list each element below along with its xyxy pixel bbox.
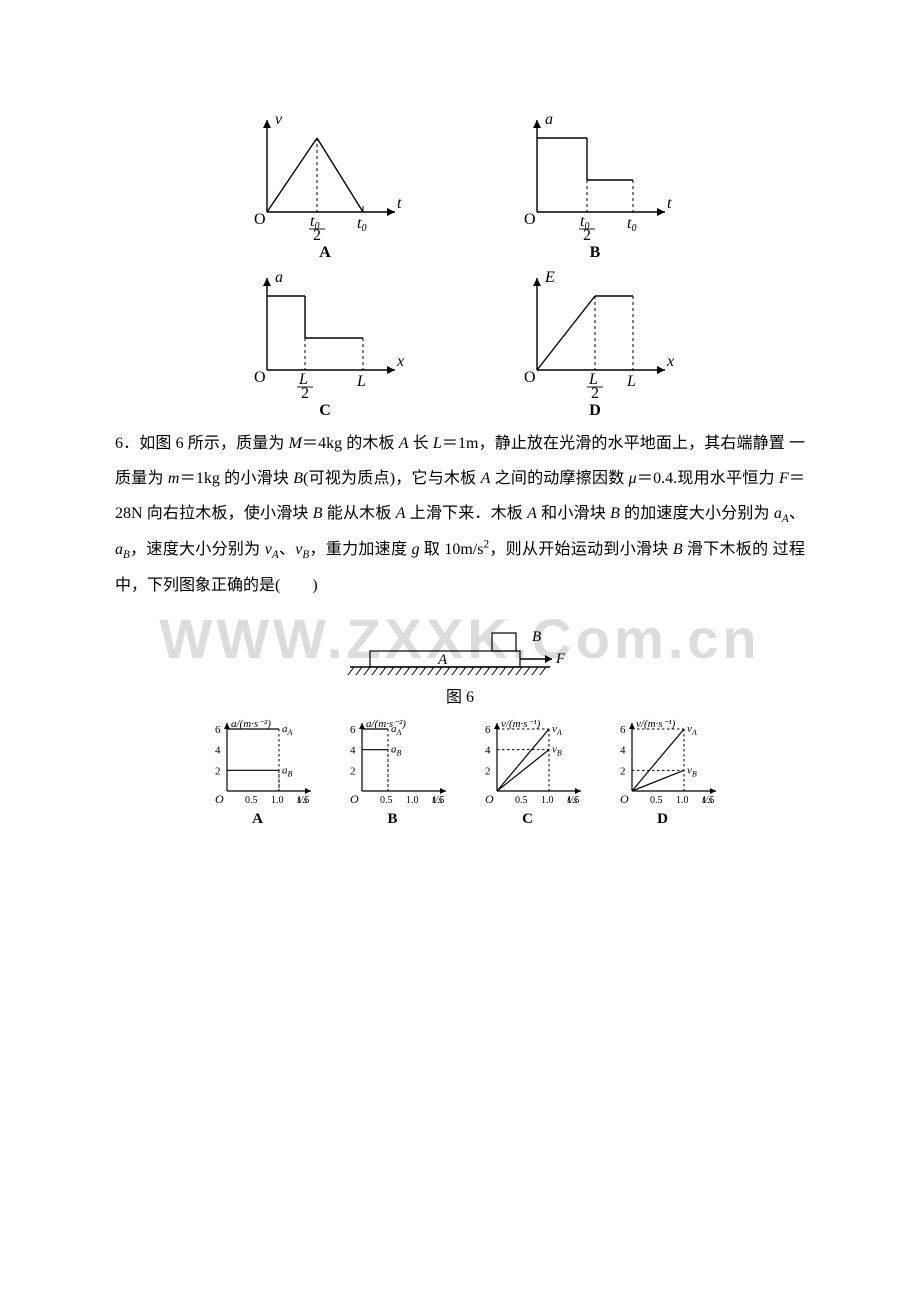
ylabel-v: v — [275, 111, 283, 128]
option-plot-D: v/(m·s⁻¹)t/sO2460.51.01.5vAvB — [608, 717, 718, 809]
svg-text:O: O — [254, 211, 266, 228]
svg-text:a/(m·s⁻²): a/(m·s⁻²) — [231, 718, 271, 730]
svg-text:1.5: 1.5 — [702, 795, 715, 806]
svg-text:v/(m·s⁻¹): v/(m·s⁻¹) — [636, 718, 676, 730]
svg-text:6: 6 — [215, 724, 221, 736]
svg-text:v/(m·s⁻¹): v/(m·s⁻¹) — [501, 718, 541, 730]
svg-text:x: x — [396, 353, 404, 370]
figure-B: a t O t0 2 t0 B — [505, 110, 685, 262]
svg-text:O: O — [485, 792, 494, 806]
option-caption-C: C — [465, 811, 590, 828]
svg-text:1.0: 1.0 — [271, 795, 284, 806]
svg-text:vA: vA — [687, 723, 697, 737]
svg-text:4: 4 — [485, 745, 491, 757]
svg-text:O: O — [254, 369, 266, 386]
option-caption-A: A — [195, 811, 320, 828]
caption-A: A — [235, 244, 415, 262]
question-paragraph: 6．如图 6 所示，质量为 M＝4kg 的木板 A 长 L＝1m，静止放在光滑的… — [115, 426, 805, 603]
svg-text:O: O — [524, 369, 536, 386]
svg-text:0.5: 0.5 — [245, 795, 258, 806]
svg-text:1.5: 1.5 — [432, 795, 445, 806]
svg-text:2: 2 — [485, 766, 491, 778]
plot-B: a t O t0 2 t0 — [515, 110, 675, 240]
svg-text:t0: t0 — [357, 215, 366, 234]
svg-text:B: B — [532, 629, 541, 645]
svg-text:1.5: 1.5 — [567, 795, 580, 806]
svg-text:O: O — [215, 792, 224, 806]
svg-text:vB: vB — [687, 765, 697, 779]
figure-A: v t O t0 2 t0 A — [235, 110, 415, 262]
svg-text:F: F — [555, 651, 566, 667]
svg-text:O: O — [524, 211, 536, 228]
svg-text:aA: aA — [282, 723, 293, 737]
svg-text:A: A — [437, 652, 448, 668]
figure-D: E x O L 2 L D — [505, 268, 685, 420]
svg-text:2: 2 — [583, 227, 591, 240]
svg-text:t: t — [667, 195, 672, 212]
svg-text:4: 4 — [215, 745, 221, 757]
svg-text:2: 2 — [350, 766, 356, 778]
option-D: v/(m·s⁻¹)t/sO2460.51.01.5vAvBD — [600, 717, 725, 828]
svg-text:2: 2 — [620, 766, 626, 778]
svg-text:aB: aB — [391, 744, 402, 758]
svg-text:L: L — [626, 373, 636, 390]
figure-6: A B F 图 6 — [115, 619, 805, 707]
svg-text:1.5: 1.5 — [297, 795, 310, 806]
figure-C: a x O L 2 L C — [235, 268, 415, 420]
svg-text:vA: vA — [552, 723, 562, 737]
svg-text:O: O — [620, 792, 629, 806]
option-B: a/(m·s⁻²)t/sO2460.51.01.5aAaBB — [330, 717, 455, 828]
fig6-caption: 图 6 — [115, 683, 805, 707]
svg-text:a: a — [545, 111, 553, 128]
option-row: a/(m·s⁻²)t/sO2460.51.01.5aAaBA a/(m·s⁻²)… — [115, 717, 805, 828]
svg-text:1.0: 1.0 — [676, 795, 689, 806]
svg-text:2: 2 — [215, 766, 221, 778]
svg-text:1.0: 1.0 — [541, 795, 554, 806]
svg-text:2: 2 — [301, 385, 309, 398]
figure-row-1: v t O t0 2 t0 A — [115, 110, 805, 262]
caption-B: B — [505, 244, 685, 262]
svg-text:O: O — [350, 792, 359, 806]
svg-text:1.0: 1.0 — [406, 795, 419, 806]
svg-text:0.5: 0.5 — [380, 795, 393, 806]
option-caption-B: B — [330, 811, 455, 828]
svg-text:6: 6 — [350, 724, 356, 736]
plot-C: a x O L 2 L — [245, 268, 405, 398]
svg-text:2: 2 — [591, 385, 599, 398]
figure-row-2: a x O L 2 L C E — [115, 268, 805, 420]
option-A: a/(m·s⁻²)t/sO2460.51.01.5aAaBA — [195, 717, 320, 828]
svg-text:E: E — [544, 269, 555, 286]
svg-text:2: 2 — [313, 227, 321, 240]
svg-text:6: 6 — [620, 724, 626, 736]
caption-D: D — [505, 402, 685, 420]
plot-D: E x O L 2 L — [515, 268, 675, 398]
svg-text:x: x — [666, 353, 674, 370]
svg-text:a: a — [275, 269, 283, 286]
svg-text:6: 6 — [485, 724, 491, 736]
option-plot-C: v/(m·s⁻¹)t/sO2460.51.01.5vAvB — [473, 717, 583, 809]
svg-text:aB: aB — [282, 765, 293, 779]
option-plot-B: a/(m·s⁻²)t/sO2460.51.01.5aAaB — [338, 717, 448, 809]
option-plot-A: a/(m·s⁻²)t/sO2460.51.01.5aAaB — [203, 717, 313, 809]
option-C: v/(m·s⁻¹)t/sO2460.51.01.5vAvBC — [465, 717, 590, 828]
svg-text:4: 4 — [620, 745, 626, 757]
svg-text:4: 4 — [350, 745, 356, 757]
plot-A: v t O t0 2 t0 — [245, 110, 405, 240]
svg-text:t0: t0 — [627, 215, 636, 234]
svg-text:L: L — [356, 373, 366, 390]
fig6-diagram: A B F — [320, 619, 600, 681]
svg-text:0.5: 0.5 — [515, 795, 528, 806]
xlabel-t: t — [397, 195, 402, 212]
svg-text:0.5: 0.5 — [650, 795, 663, 806]
caption-C: C — [235, 402, 415, 420]
svg-text:vB: vB — [552, 744, 562, 758]
option-caption-D: D — [600, 811, 725, 828]
